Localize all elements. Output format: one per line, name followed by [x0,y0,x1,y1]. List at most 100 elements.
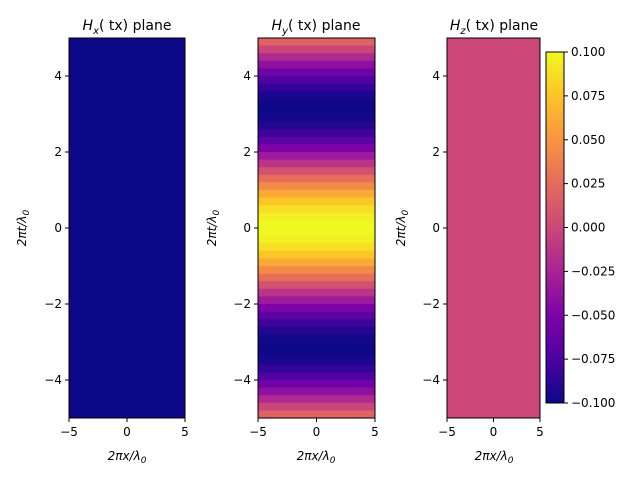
heatmap-band [258,53,375,62]
heatmap-band [258,258,375,267]
panel-title: Hz( tx) plane [450,18,538,37]
heatmap-band [258,144,375,153]
heatmap-area [69,38,185,418]
panel-title: Hy( tx) plane [272,18,361,37]
colorbar-tick-label: 0.025 [571,177,605,191]
y-axis-ticks: 4 2 0 −2 −4 [44,69,69,387]
heatmap-band [258,357,375,366]
heatmap-band [258,197,375,206]
y-axis-ticks: 4 2 0 −2 −4 [422,69,447,387]
x-tick-label: −5 [60,425,78,439]
colorbar-tick-label: −0.025 [571,264,615,278]
heatmap-band [258,266,375,275]
x-tick-label: −5 [249,425,267,439]
x-tick-label: 0 [313,425,321,439]
heatmap-band [258,60,375,69]
heatmap-band [258,326,375,335]
heatmap-band [258,243,375,252]
x-tick-label: −5 [438,425,456,439]
heatmap-band [258,228,375,237]
colorbar-tick-label: −0.050 [571,308,615,322]
heatmap-band [258,136,375,145]
x-axis-ticks: −5 0 5 [60,418,189,439]
colorbar-ticks: 0.100 0.075 0.050 0.025 0.000 −0.025 −0.050 −0.… [564,45,615,410]
y-tick-label: 2 [243,145,251,159]
y-tick-label: −4 [233,373,251,387]
y-axis-label: 2πt/λ0 [15,210,32,247]
y-tick-label: −2 [233,297,251,311]
y-tick-label: 4 [243,69,251,83]
x-tick-label: 0 [490,425,498,439]
heatmap-band [258,235,375,244]
colorbar-tick-label: −0.075 [571,352,615,366]
heatmap-band [258,205,375,214]
x-axis-ticks: −5 0 5 [249,418,379,439]
heatmap-band [258,91,375,100]
colorbar-tick-label: 0.050 [571,133,605,147]
heatmap-band [258,114,375,123]
colorbar-tick-label: 0.100 [571,45,605,59]
heatmap-band [258,304,375,313]
panel-hx: Hx( tx) plane −5 0 5 4 2 0 −2 −4 2πx/λ0 2πt/λ0 [15,18,189,466]
x-tick-label: 5 [371,425,379,439]
heatmap-band [258,402,375,411]
heatmap-band [258,395,375,404]
heatmap-band [258,174,375,183]
x-tick-label: 5 [181,425,189,439]
heatmap-band [258,273,375,282]
heatmap-band [258,250,375,259]
heatmap-band [258,45,375,54]
heatmap-band [258,167,375,176]
y-tick-label: 2 [432,145,440,159]
heatmap-band [258,334,375,343]
heatmap-band [258,220,375,229]
y-axis-label: 2πt/λ0 [394,210,411,247]
y-tick-label: 0 [243,221,251,235]
heatmap-band [258,380,375,389]
x-axis-label: 2πx/λ0 [297,449,336,466]
colorbar-tick-label: −0.100 [571,396,615,410]
heatmap-band [258,364,375,373]
heatmap-band [258,410,375,419]
y-axis-label: 2πt/λ0 [205,210,222,247]
heatmap-band [258,288,375,297]
heatmap-band [258,319,375,328]
heatmap-band [258,190,375,199]
heatmap-band [258,342,375,351]
y-tick-label: 2 [54,145,62,159]
heatmap-area [447,38,540,418]
y-tick-label: 4 [432,69,440,83]
colorbar-tick-label: 0.075 [571,89,605,103]
heatmap-band [258,38,375,47]
panel-hy: Hy( tx) plane −5 0 5 4 2 0 −2 −4 2πx/λ0 2πt/λ0 [205,18,379,466]
heatmap-band [258,182,375,191]
y-tick-label: −2 [44,297,62,311]
heatmap-band [258,372,375,381]
y-tick-label: −4 [422,373,440,387]
heatmap-band [258,387,375,396]
colorbar-gradient [546,52,564,403]
heatmap-area [258,38,375,419]
heatmap-band [258,349,375,358]
y-tick-label: 0 [432,221,440,235]
heatmap-cell [447,38,540,418]
x-axis-label: 2πx/λ0 [108,449,147,466]
x-axis-label: 2πx/λ0 [475,449,514,466]
heatmap-band [258,121,375,130]
heatmap-band [258,106,375,115]
y-tick-label: 4 [54,69,62,83]
heatmap-band [258,83,375,92]
y-tick-label: 0 [54,221,62,235]
y-tick-label: −4 [44,373,62,387]
heatmap-band [258,152,375,161]
x-axis-ticks: −5 0 5 [438,418,544,439]
heatmap-cell [69,38,185,418]
heatmap-band [258,311,375,320]
heatmap-band [258,281,375,290]
heatmap-band [258,212,375,221]
panel-title: Hx( tx) plane [83,18,172,37]
x-tick-label: 0 [123,425,131,439]
heatmap-band [258,129,375,138]
x-tick-label: 5 [536,425,544,439]
